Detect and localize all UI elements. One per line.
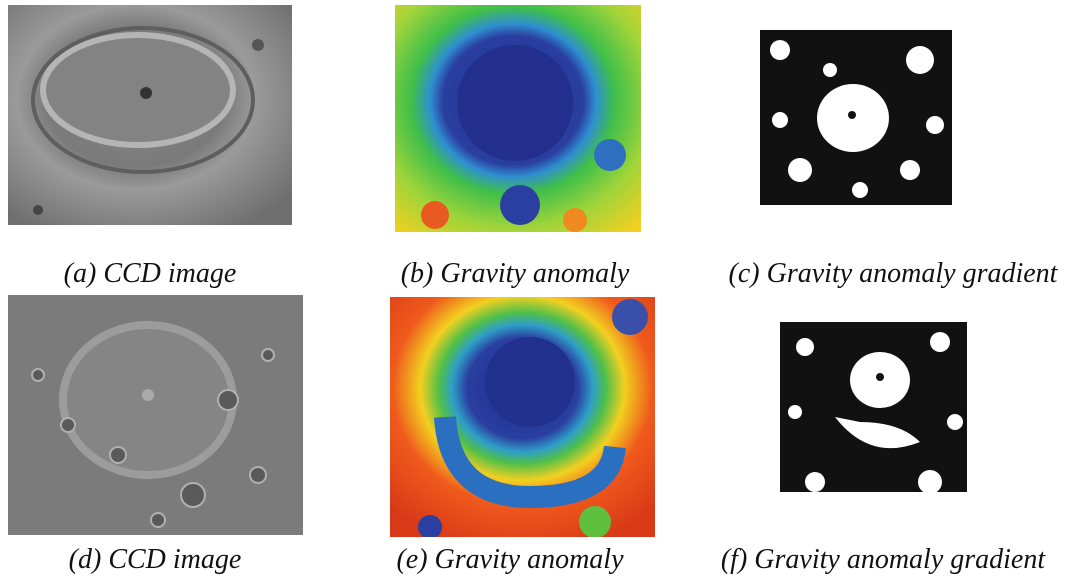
gradient-map [760, 30, 952, 205]
caption: (d) CCD image [69, 544, 242, 576]
caption: (c) Gravity anomaly gradient [729, 258, 1058, 290]
caption: (a) CCD image [64, 258, 237, 290]
ccd-image [8, 295, 303, 535]
figure: (a) CCD image (b) Gravity anomaly (c) Gr… [0, 0, 1082, 581]
gradient-map [780, 322, 967, 492]
gravity-anomaly-map [395, 5, 641, 232]
caption: (b) Gravity anomaly [401, 258, 630, 290]
caption: (f) Gravity anomaly gradient [721, 544, 1045, 576]
caption: (e) Gravity anomaly [396, 544, 623, 576]
gravity-anomaly-map [390, 297, 655, 537]
ccd-image [8, 5, 292, 225]
